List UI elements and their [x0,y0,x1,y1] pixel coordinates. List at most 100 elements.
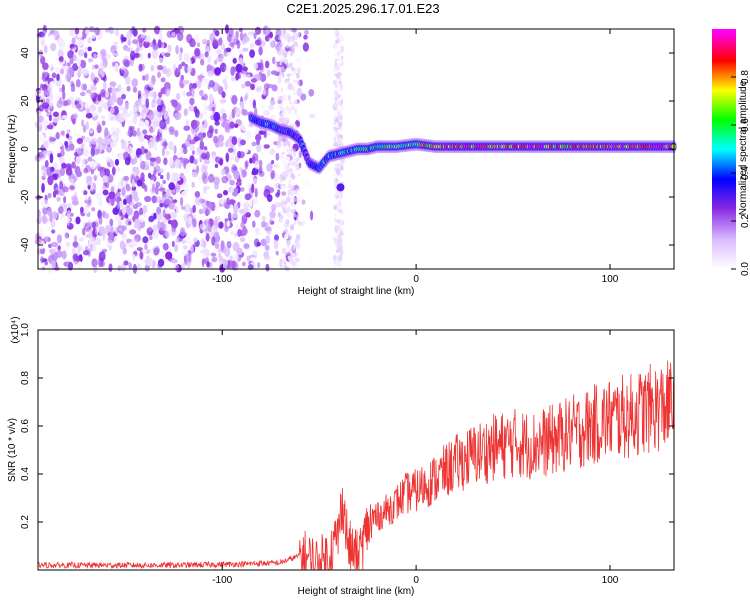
spectrogram-cell [293,108,297,115]
colorbar-step [712,187,736,190]
spectrogram-cell [126,30,132,40]
spectrogram-cell [298,173,301,177]
spectrogram-cell [230,41,235,49]
spectrogram-cell [333,237,337,243]
spectrogram-cell [84,226,90,235]
spectrogram-cell [243,243,250,249]
spectrogram-cell [187,134,192,142]
spectrogram-cell [48,101,54,109]
spectrogram-cell [132,190,139,199]
spectrogram-cell [123,198,127,205]
spectrogram-cell [280,42,285,46]
spectrogram-cell [262,89,266,96]
colorbar-step [712,135,736,138]
spectrogram-cell [339,56,343,64]
spectrogram-cell [280,57,285,61]
spectrogram-cell [294,99,297,105]
colorbar-step [712,167,736,170]
spectrogram-cell [57,153,62,158]
spectrogram-cell [335,35,339,39]
spectrogram-cell [201,76,208,86]
spectrogram-cell [214,67,222,75]
spectrogram-cell [245,129,252,140]
colorbar-step [712,165,736,168]
spectrogram-cell [165,150,170,156]
spectrogram-cell [281,220,286,225]
spectrogram-cell [95,238,101,246]
spectrogram-cell [55,132,60,140]
spectrogram-cell [135,47,140,54]
spectrogram-cell [141,249,149,254]
spectrogram-cell [118,105,125,112]
spectrogram-cell [171,31,176,38]
spectrogram-cell [160,77,166,83]
spectrogram-cell [50,219,56,228]
spectrogram-xtick-label: -100 [212,274,232,285]
spectrogram-xlabel: Height of straight line (km) [298,286,415,297]
spectrogram-cell [208,93,214,104]
spectrogram-cell [170,176,176,185]
spectrogram-cell [206,45,210,52]
spectrogram-cell [38,227,44,237]
spectrogram-cell [123,260,129,266]
spectrogram-cell [138,134,145,143]
spectrogram-cell [335,193,338,199]
colorbar-step [712,195,736,198]
spectrogram-cell [192,218,197,228]
spectrogram-cell [292,197,295,203]
spectrogram-cell [286,206,291,213]
spectrogram-cell [206,129,214,139]
spectrogram-cell [47,175,54,186]
colorbar-step [712,241,736,244]
spectrogram-cell [175,45,179,55]
spectrogram-cell [231,51,238,61]
spectrogram-cell [227,147,234,153]
spectrogram-cell [213,111,221,122]
spectrogram-cell [159,203,164,208]
spectrogram-cell [92,229,98,238]
spectrogram-cell [293,81,298,87]
spectrogram-cell [214,163,219,168]
spectrogram-cell [334,259,337,264]
spectrogram-cell [56,100,63,109]
spectrogram-cell [191,240,195,245]
spectrogram-cell [250,42,255,49]
colorbar-step [712,207,736,210]
spectrogram-cell [65,241,71,247]
spectrogram-cell [336,224,341,230]
spectrogram-cell [271,160,275,165]
spectrogram-cell [287,187,290,191]
spectrogram-cell [285,139,288,143]
spectrogram-cell [229,80,234,89]
spectrogram-cell [153,25,161,35]
spectrogram-cell [264,35,270,42]
spectrogram-cell [172,63,177,72]
spectrogram-cell [223,201,231,209]
colorbar-step [712,137,736,140]
spectrogram-cell [292,143,299,152]
spectrogram-cell [289,224,295,231]
spectrogram-cell [292,91,298,96]
spectrogram-cell [169,157,173,167]
spectrogram-cell [103,168,111,177]
spectrogram-cell [286,73,292,77]
colorbar-step [712,225,736,228]
spectrogram-cell [229,121,235,129]
spectrogram-cell [168,182,175,191]
spectrogram-cell [105,158,113,163]
spectrogram-cell [294,41,298,48]
spectrogram-cell [258,159,263,169]
colorbar-step [712,233,736,236]
spectrogram-cell [139,207,144,216]
spectrogram-cell [49,153,54,164]
spectrogram-cell [222,113,227,120]
spectrogram-cell [270,70,278,75]
colorbar-step [712,133,736,136]
spectrogram-cell [337,163,341,167]
spectrogram-cell [294,107,298,114]
spectrogram-cell [132,115,138,125]
colorbar-step [712,229,736,232]
spectrogram-cell [40,247,46,255]
spectrogram-cell [290,208,296,214]
spectrogram-cell [274,202,282,208]
